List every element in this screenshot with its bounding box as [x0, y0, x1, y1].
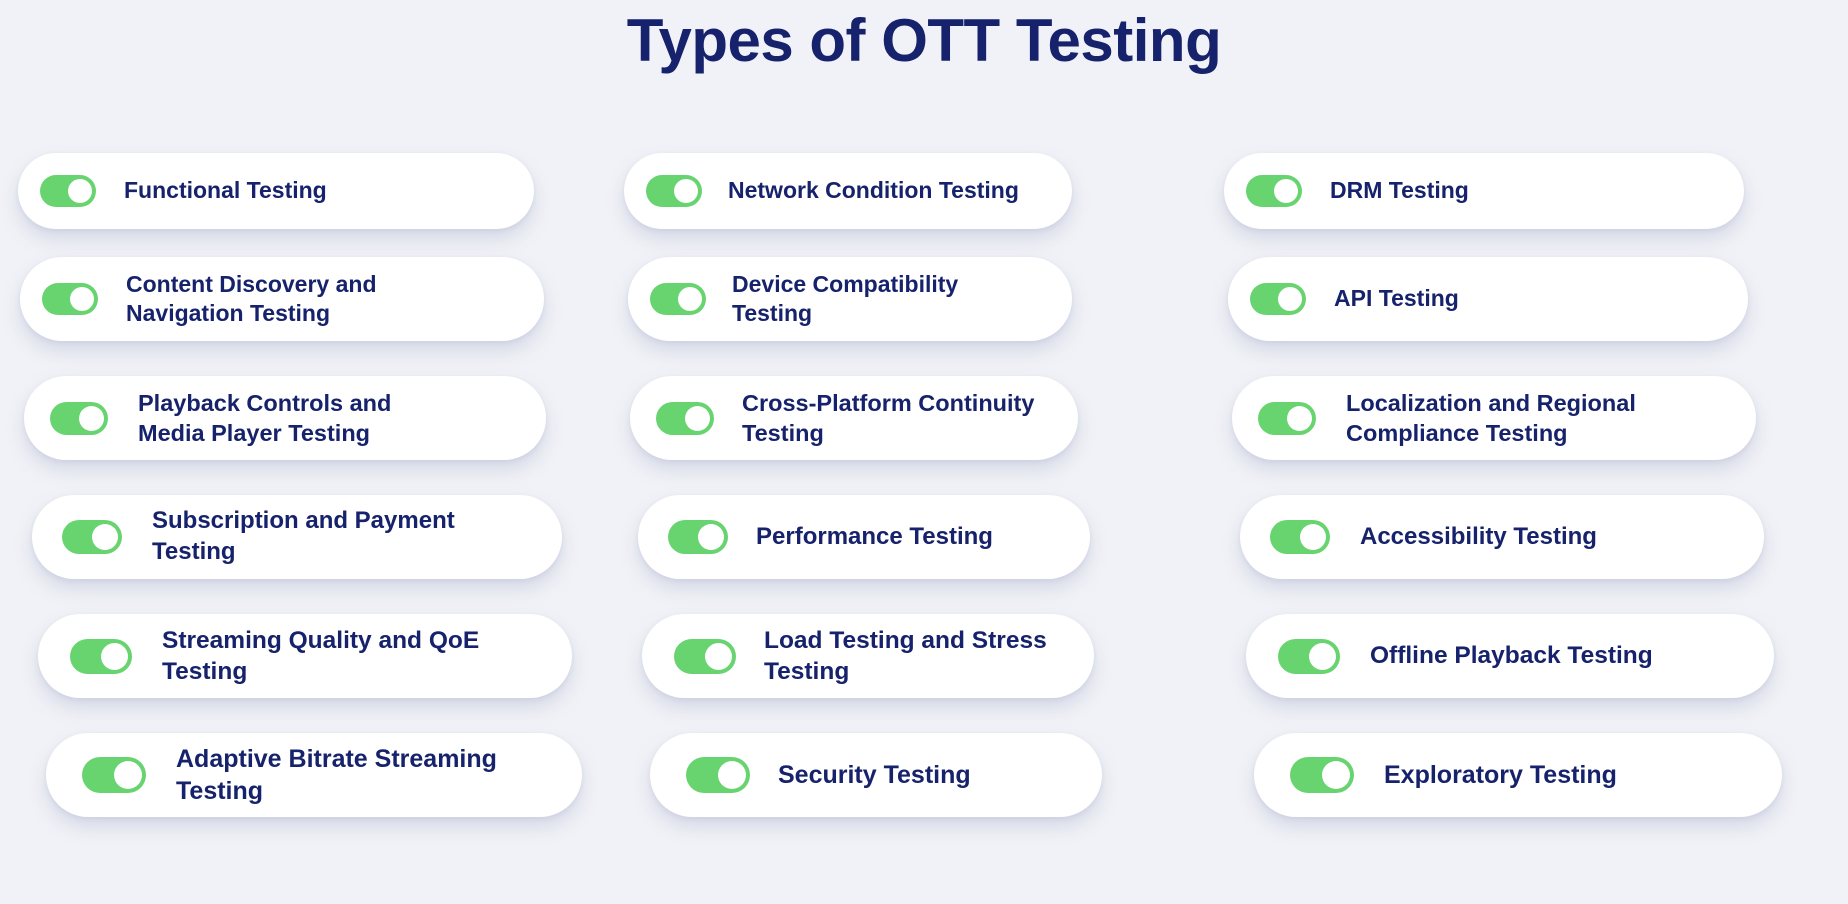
testing-type-label: Content Discovery and Navigation Testing: [126, 270, 377, 326]
toggle-knob: [68, 179, 92, 203]
testing-type-card[interactable]: Performance Testing: [638, 495, 1090, 579]
toggle-on-icon[interactable]: [1246, 175, 1302, 207]
testing-type-card[interactable]: DRM Testing: [1224, 153, 1744, 229]
testing-type-label: Performance Testing: [756, 522, 993, 550]
toggle-on-icon[interactable]: [646, 175, 702, 207]
testing-type-label: Streaming Quality and QoE Testing: [162, 626, 480, 685]
toggle-knob: [705, 642, 732, 670]
toggle-on-icon[interactable]: [42, 283, 98, 315]
toggle-knob: [1322, 761, 1350, 789]
testing-type-card[interactable]: Playback Controls and Media Player Testi…: [24, 376, 546, 460]
testing-type-label: Playback Controls and Media Player Testi…: [138, 389, 392, 446]
toggle-on-icon[interactable]: [62, 520, 122, 554]
toggle-knob: [685, 405, 710, 431]
testing-type-label: Localization and Regional Compliance Tes…: [1346, 389, 1636, 446]
toggle-knob: [70, 287, 94, 311]
testing-type-card[interactable]: Localization and Regional Compliance Tes…: [1232, 376, 1756, 460]
toggle-on-icon[interactable]: [1270, 520, 1330, 554]
toggle-on-icon[interactable]: [82, 757, 146, 793]
toggle-on-icon[interactable]: [668, 520, 728, 554]
toggle-knob: [1300, 524, 1326, 550]
testing-type-label: Offline Playback Testing: [1370, 642, 1653, 670]
testing-type-card[interactable]: Exploratory Testing: [1254, 733, 1782, 817]
testing-type-label: Security Testing: [778, 761, 971, 789]
testing-type-card[interactable]: Network Condition Testing: [624, 153, 1072, 229]
toggle-on-icon[interactable]: [40, 175, 96, 207]
testing-type-card[interactable]: Cross-Platform Continuity Testing: [630, 376, 1078, 460]
testing-type-card[interactable]: API Testing: [1228, 257, 1748, 341]
toggle-knob: [101, 642, 128, 670]
testing-type-card[interactable]: Accessibility Testing: [1240, 495, 1764, 579]
testing-type-card[interactable]: Subscription and Payment Testing: [32, 495, 562, 579]
toggle-on-icon[interactable]: [50, 401, 108, 435]
testing-type-card[interactable]: Adaptive Bitrate Streaming Testing: [46, 733, 582, 817]
toggle-knob: [114, 761, 142, 789]
toggle-knob: [718, 761, 746, 789]
testing-type-label: Load Testing and Stress Testing: [764, 626, 1047, 685]
page-title: Types of OTT Testing: [626, 7, 1222, 74]
testing-type-card[interactable]: Offline Playback Testing: [1246, 614, 1774, 698]
testing-type-label: Cross-Platform Continuity Testing: [742, 389, 1035, 446]
toggle-knob: [92, 524, 118, 550]
toggle-on-icon[interactable]: [1290, 757, 1354, 793]
testing-type-label: Network Condition Testing: [728, 177, 1019, 204]
column-2: Network Condition Testing Device Compatib…: [616, 148, 1232, 904]
testing-type-card[interactable]: Streaming Quality and QoE Testing: [38, 614, 572, 698]
toggle-knob: [1287, 405, 1312, 431]
testing-type-label: Exploratory Testing: [1384, 761, 1617, 789]
column-1: Functional Testing Content Discovery and …: [0, 148, 616, 904]
toggle-on-icon[interactable]: [1250, 283, 1306, 315]
testing-type-label: Accessibility Testing: [1360, 522, 1597, 550]
toggle-knob: [79, 405, 104, 431]
toggle-knob: [674, 179, 698, 203]
toggle-knob: [678, 287, 702, 311]
testing-type-label: Functional Testing: [124, 177, 327, 204]
column-3: DRM Testing API Testing Localization and R…: [1224, 148, 1848, 904]
toggle-on-icon[interactable]: [650, 283, 706, 315]
testing-type-card[interactable]: Security Testing: [650, 733, 1102, 817]
testing-type-card[interactable]: Content Discovery and Navigation Testing: [20, 257, 544, 341]
toggle-knob: [698, 524, 724, 550]
toggle-on-icon[interactable]: [1278, 638, 1340, 674]
testing-type-card[interactable]: Load Testing and Stress Testing: [642, 614, 1094, 698]
testing-type-label: Device Compatibility Testing: [732, 270, 959, 326]
toggle-on-icon[interactable]: [70, 638, 132, 674]
testing-type-label: API Testing: [1334, 285, 1459, 312]
toggle-on-icon[interactable]: [674, 638, 736, 674]
toggle-knob: [1274, 179, 1298, 203]
testing-type-label: DRM Testing: [1330, 177, 1469, 204]
testing-type-card[interactable]: Functional Testing: [18, 153, 534, 229]
testing-type-label: Subscription and Payment Testing: [152, 507, 455, 565]
toggle-on-icon[interactable]: [686, 757, 750, 793]
testing-type-card[interactable]: Device Compatibility Testing: [628, 257, 1072, 341]
toggle-on-icon[interactable]: [1258, 401, 1316, 435]
toggle-knob: [1309, 642, 1336, 670]
testing-types-board: Functional Testing Content Discovery and …: [0, 148, 1848, 904]
toggle-knob: [1278, 287, 1302, 311]
testing-type-label: Adaptive Bitrate Streaming Testing: [176, 745, 497, 805]
toggle-on-icon[interactable]: [656, 401, 714, 435]
